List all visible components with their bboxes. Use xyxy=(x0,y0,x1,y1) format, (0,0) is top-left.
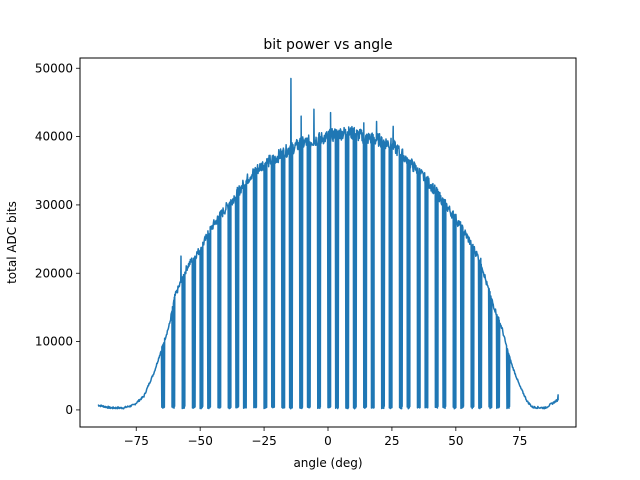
chart-title: bit power vs angle xyxy=(263,37,392,53)
y-tick-label: 10000 xyxy=(35,335,73,349)
x-tick-label: −50 xyxy=(188,434,213,448)
x-tick-label: −25 xyxy=(251,434,276,448)
x-tick-label: 50 xyxy=(448,434,463,448)
x-axis-label: angle (deg) xyxy=(293,456,362,470)
data-series-group xyxy=(97,77,559,410)
y-axis-label: total ADC bits xyxy=(5,201,19,284)
y-tick-label: 0 xyxy=(65,403,73,417)
y-tick-label: 30000 xyxy=(35,198,73,212)
y-tick-label: 50000 xyxy=(35,61,73,75)
y-tick-label: 20000 xyxy=(35,266,73,280)
y-axis-ticks: 0 10000 20000 30000 40000 50000 xyxy=(35,61,80,417)
x-tick-label: 25 xyxy=(384,434,399,448)
x-axis-ticks: −75 −50 −25 0 25 50 75 xyxy=(124,427,527,448)
data-series-line xyxy=(97,77,559,410)
x-tick-label: 75 xyxy=(512,434,527,448)
y-tick-label: 40000 xyxy=(35,130,73,144)
x-tick-label: −75 xyxy=(124,434,149,448)
x-tick-label: 0 xyxy=(324,434,332,448)
